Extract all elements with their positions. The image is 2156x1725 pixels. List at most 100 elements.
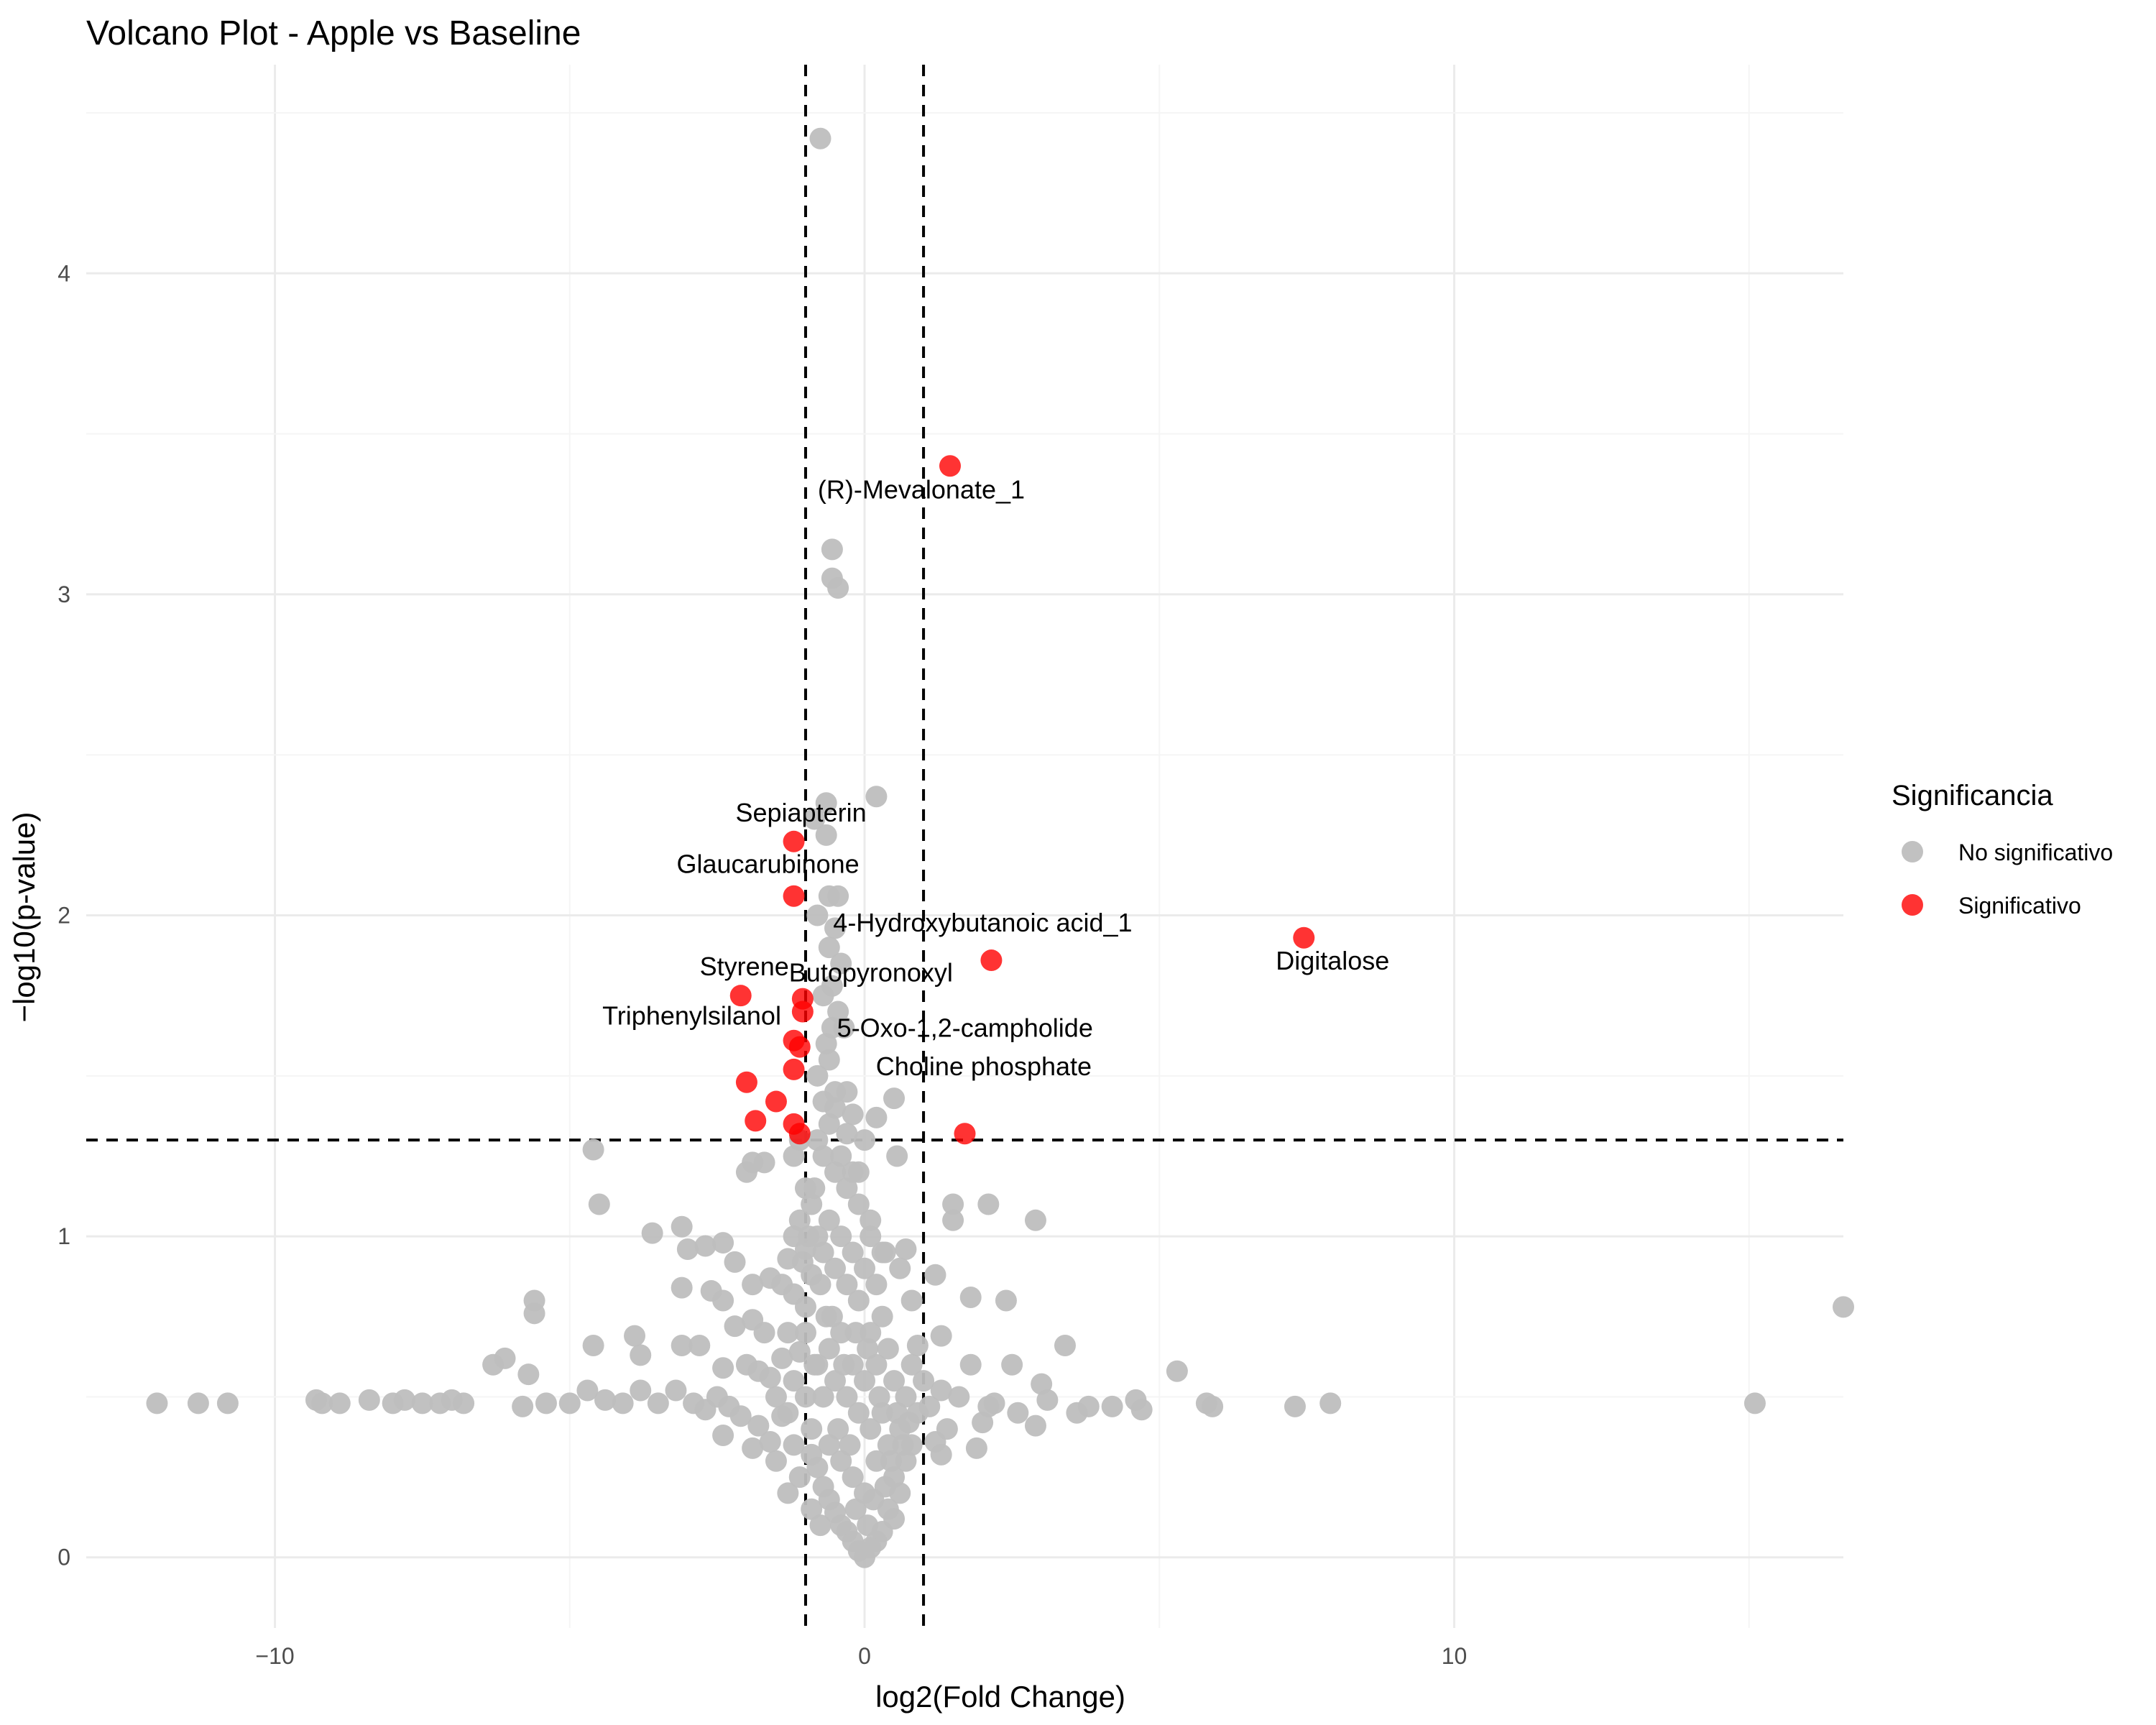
non-significant-point xyxy=(801,1418,823,1440)
non-significant-point xyxy=(842,1466,864,1489)
non-significant-point xyxy=(747,1414,770,1437)
non-significant-point xyxy=(801,1443,823,1466)
non-significant-point xyxy=(877,1434,899,1456)
non-significant-point xyxy=(812,1476,834,1498)
non-significant-point xyxy=(1101,1395,1123,1417)
non-significant-point xyxy=(854,1257,876,1279)
legend-key xyxy=(1902,841,1923,862)
non-significant-point xyxy=(783,1225,805,1248)
non-significant-point xyxy=(871,1305,893,1328)
non-significant-point xyxy=(844,1322,867,1344)
non-significant-point xyxy=(839,1434,861,1456)
non-significant-point xyxy=(671,1334,693,1356)
point-label: Triphenylsilanol xyxy=(602,1001,781,1031)
non-significant-point xyxy=(647,1392,669,1414)
non-significant-point xyxy=(806,1064,829,1087)
legend: Significancia No significativo Significat… xyxy=(1892,780,2113,919)
non-significant-point xyxy=(871,1241,893,1264)
significant-point xyxy=(735,1071,757,1093)
non-significant-point xyxy=(821,1016,843,1039)
non-significant-point xyxy=(788,1466,811,1489)
non-significant-point xyxy=(824,1257,846,1279)
non-significant-point xyxy=(821,1305,843,1328)
non-significant-point xyxy=(833,1353,855,1376)
non-significant-point xyxy=(724,1315,746,1338)
non-significant-point xyxy=(676,1238,699,1260)
non-significant-point xyxy=(847,1193,870,1215)
non-significant-point xyxy=(857,1514,879,1537)
non-significant-point xyxy=(523,1302,545,1325)
point-label: Glaucarubinone xyxy=(676,850,859,879)
non-significant-point xyxy=(809,1514,831,1537)
non-significant-point xyxy=(898,1412,920,1434)
non-significant-point xyxy=(827,1418,849,1440)
point-label: Choline phosphate xyxy=(876,1052,1092,1081)
non-significant-point xyxy=(1833,1296,1854,1318)
non-significant-point xyxy=(794,1386,816,1408)
non-significant-point xyxy=(641,1222,663,1244)
non-significant-point xyxy=(880,1450,902,1472)
significant-point xyxy=(939,455,961,477)
non-significant-point xyxy=(1130,1399,1153,1421)
non-significant-point xyxy=(806,1353,829,1376)
non-significant-point xyxy=(847,1402,870,1424)
non-significant-point xyxy=(913,1370,935,1392)
non-significant-point xyxy=(1024,1414,1046,1437)
non-significant-point xyxy=(821,538,843,561)
non-significant-point xyxy=(1024,1209,1046,1231)
non-significant-point xyxy=(1066,1402,1088,1424)
non-significant-point xyxy=(582,1334,604,1356)
non-significant-point xyxy=(965,1437,987,1459)
non-significant-point xyxy=(671,1276,693,1299)
non-significant-point xyxy=(759,1366,781,1389)
non-significant-point xyxy=(959,1286,982,1308)
non-significant-point xyxy=(216,1392,239,1414)
non-significant-point xyxy=(665,1379,687,1402)
significant-point xyxy=(765,1090,787,1113)
legend-title: Significancia xyxy=(1892,780,2053,811)
legend-label: No significativo xyxy=(1958,840,2113,865)
non-significant-point xyxy=(783,1370,805,1392)
non-significant-point xyxy=(818,1209,840,1231)
non-significant-point xyxy=(818,937,840,959)
non-significant-point xyxy=(535,1392,557,1414)
non-significant-point xyxy=(865,1274,888,1296)
non-significant-point xyxy=(328,1392,351,1414)
non-significant-point xyxy=(624,1325,646,1347)
non-significant-point xyxy=(847,1289,870,1312)
non-significant-point xyxy=(753,1322,775,1344)
significant-point xyxy=(954,1123,976,1145)
x-tick-label: 0 xyxy=(858,1643,871,1669)
non-significant-point xyxy=(783,1434,805,1456)
non-significant-point xyxy=(900,1289,923,1312)
non-significant-point xyxy=(827,885,849,907)
point-labels: (R)-Mevalonate_1 Sepiapterin Glaucarubinon… xyxy=(602,474,1389,1080)
non-significant-point xyxy=(794,1322,816,1344)
non-significant-point xyxy=(765,1450,787,1472)
non-significant-point xyxy=(924,1264,946,1286)
non-significant-point xyxy=(771,1347,793,1369)
significant-point xyxy=(745,1110,767,1132)
non-significant-point xyxy=(146,1392,168,1414)
non-significant-point xyxy=(857,1338,879,1360)
legend-key xyxy=(1902,894,1923,916)
non-significant-point xyxy=(860,1418,882,1440)
non-significant-point xyxy=(942,1193,964,1215)
non-significant-point xyxy=(836,1274,858,1296)
non-significant-point xyxy=(803,808,826,830)
x-tick-label: 10 xyxy=(1442,1643,1468,1669)
grid-lines xyxy=(86,65,1843,1628)
non-significant-point xyxy=(842,1103,864,1126)
non-significant-point xyxy=(948,1386,970,1408)
non-significant-point xyxy=(724,1251,746,1273)
non-significant-point xyxy=(812,1090,834,1113)
point-label: 5-Oxo-1,2-campholide xyxy=(837,1013,1093,1043)
non-significant-point xyxy=(735,1161,757,1183)
significant-point xyxy=(783,1058,805,1080)
non-significant-point xyxy=(394,1389,416,1411)
y-tick-label: 2 xyxy=(57,903,70,929)
non-significant-point xyxy=(842,1241,864,1264)
non-significant-point xyxy=(806,1129,829,1151)
non-significant-point xyxy=(712,1425,734,1447)
significant-point xyxy=(783,885,805,907)
